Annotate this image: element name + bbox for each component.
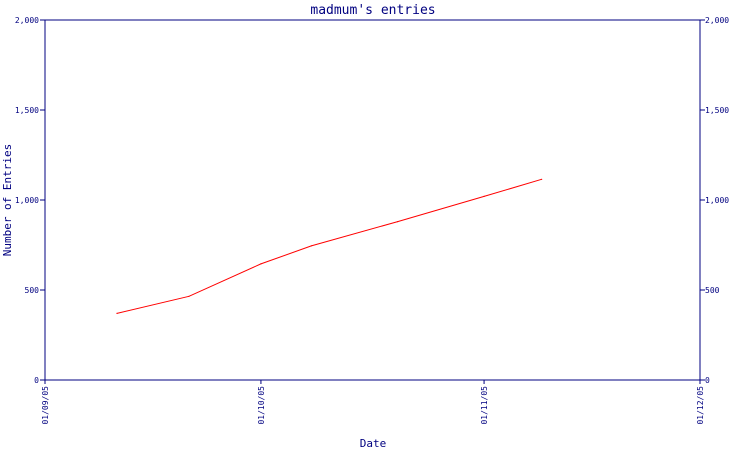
series-point bbox=[310, 245, 312, 247]
x-tick-label: 01/12/05 bbox=[696, 386, 705, 425]
x-tick-label: 01/11/05 bbox=[480, 386, 489, 425]
series-point bbox=[260, 263, 262, 265]
y-tick-label-left: 500 bbox=[25, 286, 40, 295]
x-tick-label: 01/10/05 bbox=[257, 386, 266, 425]
y-axis-right-ticks: 0 500 1,000 1,500 2,000 bbox=[700, 16, 729, 385]
y-tick-label-right: 0 bbox=[705, 376, 710, 385]
x-axis-label: Date bbox=[360, 437, 387, 450]
chart-title: madmum's entries bbox=[310, 3, 435, 18]
x-tick-label: 01/09/05 bbox=[41, 386, 50, 425]
x-axis-ticks: 01/09/05 01/10/05 01/11/05 01/12/05 bbox=[41, 380, 705, 425]
y-tick-label-right: 1,000 bbox=[705, 196, 729, 205]
series-point bbox=[188, 295, 190, 297]
y-tick-label-right: 2,000 bbox=[705, 16, 729, 25]
plot-area-frame bbox=[44, 19, 701, 381]
series-group bbox=[116, 178, 543, 314]
y-tick-label-left: 2,000 bbox=[15, 16, 39, 25]
y-axis-left-ticks: 0 500 1,000 1,500 2,000 bbox=[15, 16, 45, 385]
series-point bbox=[541, 178, 543, 180]
y-axis-label: Number of Entries bbox=[1, 144, 14, 257]
y-tick-label-right: 1,500 bbox=[705, 106, 729, 115]
y-tick-label-left: 1,000 bbox=[15, 196, 39, 205]
series-line bbox=[116, 178, 542, 314]
series-point bbox=[116, 312, 118, 314]
y-tick-label-left: 0 bbox=[34, 376, 39, 385]
y-tick-label-left: 1,500 bbox=[15, 106, 39, 115]
series-point bbox=[397, 221, 399, 223]
y-tick-label-right: 500 bbox=[705, 286, 720, 295]
series-point bbox=[483, 195, 485, 197]
